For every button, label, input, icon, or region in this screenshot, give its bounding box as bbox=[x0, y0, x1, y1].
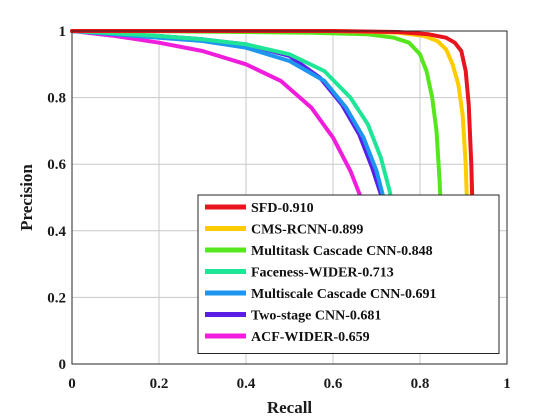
legend-entry: Multitask Cascade CNN-0.848 bbox=[251, 244, 433, 259]
x-tick-label: 0.2 bbox=[150, 376, 169, 392]
legend-entry: ACF-WIDER-0.659 bbox=[251, 330, 370, 345]
x-tick-labels: 0 0.2 0.4 0.6 0.8 1 bbox=[68, 376, 511, 392]
y-tick-label: 0.8 bbox=[47, 91, 66, 107]
y-tick-label: 0.6 bbox=[47, 157, 66, 173]
y-tick-labels: 0 0.2 0.4 0.6 0.8 1 bbox=[47, 24, 66, 373]
x-tick-label: 0 bbox=[68, 376, 76, 392]
y-tick-label: 0.2 bbox=[47, 290, 66, 306]
x-tick-label: 0.8 bbox=[411, 376, 430, 392]
plot-frame bbox=[71, 30, 508, 365]
legend: SFD-0.910 CMS-RCNN-0.899 Multitask Cascade… bbox=[197, 194, 500, 354]
legend-entry: Two-stage CNN-0.681 bbox=[251, 309, 381, 324]
legend-box bbox=[197, 194, 500, 354]
y-tick-label: 1 bbox=[59, 24, 67, 40]
legend-entry: Faceness-WIDER-0.713 bbox=[251, 266, 394, 281]
x-axis-label: Recall bbox=[267, 398, 313, 417]
legend-entry: Multiscale Cascade CNN-0.691 bbox=[251, 287, 436, 302]
legend-entry: CMS-RCNN-0.899 bbox=[251, 223, 363, 238]
y-tick-label: 0.4 bbox=[47, 224, 66, 240]
x-tick-label: 0.6 bbox=[324, 376, 343, 392]
x-tick-label: 0.4 bbox=[237, 376, 256, 392]
legend-entry: SFD-0.910 bbox=[251, 201, 314, 216]
y-axis-label: Precision bbox=[17, 164, 36, 231]
y-tick-label: 0 bbox=[59, 357, 67, 373]
x-tick-label: 1 bbox=[503, 376, 511, 392]
